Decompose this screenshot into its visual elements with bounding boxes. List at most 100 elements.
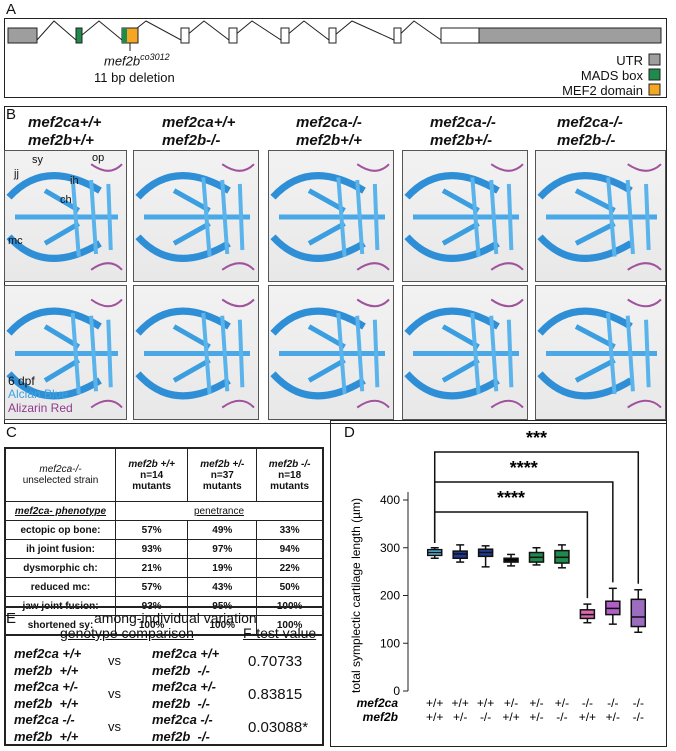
skeletal-prep-image xyxy=(133,150,259,282)
skeletal-prep-image xyxy=(133,285,259,420)
label-jj: jj xyxy=(14,168,19,180)
comparison-genotype-a: mef2ca -/- mef2b +/+ xyxy=(14,711,78,745)
y-tick-label: 100 xyxy=(380,636,400,650)
genotype-line: mef2ca -/- xyxy=(152,712,213,727)
cartilage-illustration xyxy=(6,163,123,271)
genotype-comparison-header: genotype comparison xyxy=(60,625,194,641)
genotype-line: mef2b -/- xyxy=(152,663,210,678)
genotype-col-2: mef2ca+/+ mef2b-/- xyxy=(162,114,236,149)
penetrance-table-frame: mef2ca-/- unselected strain mef2b +/+ n=1… xyxy=(4,447,324,636)
genotype-line: mef2b +/+ xyxy=(14,696,79,711)
genotype-line: mef2ca +/- xyxy=(14,679,78,694)
header-col-3: mef2b -/- n=18 mutants xyxy=(256,447,324,502)
legend-utr-text: UTR xyxy=(616,53,643,68)
symplectic-length-chart: 0 100 200 300 400 total symplectic cartilage … xyxy=(349,428,647,724)
panel-e-label: E xyxy=(6,610,17,627)
mads-box-exon xyxy=(75,27,83,44)
panel-d-frame xyxy=(330,420,667,747)
intron-lines xyxy=(36,20,442,41)
ftest-value: 0.70733 xyxy=(248,653,303,670)
x-genotype-mef2ca: +/+ xyxy=(426,696,443,710)
table-corner: mef2ca-/- unselected strain xyxy=(4,447,116,502)
genotype-line: mef2ca +/+ xyxy=(152,646,220,661)
utr-exon-right xyxy=(478,27,662,44)
exon-4 xyxy=(180,27,190,44)
y-tick-label: 0 xyxy=(393,684,400,698)
phenotype-label: mef2ca- phenotype xyxy=(4,501,116,521)
legend-utr-swatch xyxy=(648,53,661,66)
panel-d-label: D xyxy=(344,424,355,441)
row-label-mef2ca: mef2ca xyxy=(357,696,399,710)
genotype-line: mef2b -/- xyxy=(152,696,210,711)
box xyxy=(503,557,519,563)
panel-a-label: A xyxy=(6,1,17,18)
comparison-genotype-b: mef2ca -/- mef2b -/- xyxy=(152,711,213,745)
genotype-line: mef2ca +/- xyxy=(152,679,216,694)
table-row: ih joint fusion: 93% 97% 94% xyxy=(4,539,324,559)
coding-exon-last xyxy=(440,27,480,44)
y-tick-label: 200 xyxy=(380,589,400,603)
gene-diagram xyxy=(7,20,662,96)
skeletal-prep-image xyxy=(402,150,528,282)
cartilage-illustration xyxy=(270,163,390,271)
x-genotype-mef2b: +/+ xyxy=(426,710,443,724)
cartilage-illustration xyxy=(270,298,390,409)
skeletal-prep-image xyxy=(4,150,127,282)
label-ih: ih xyxy=(70,175,79,187)
significance-stars: **** xyxy=(510,458,538,478)
genotype-col-5: mef2ca-/- mef2b-/- xyxy=(557,114,623,149)
significance-stars: **** xyxy=(497,488,525,508)
x-genotype-mef2ca: +/+ xyxy=(451,696,468,710)
vs-label: vs xyxy=(108,653,121,668)
x-genotype-mef2b: -/- xyxy=(480,710,491,724)
table-row: dysmorphic ch: 21% 19% 22% xyxy=(4,558,324,578)
cartilage-illustration xyxy=(404,298,524,409)
cartilage-illustration xyxy=(404,163,524,271)
genotype-line: mef2b -/- xyxy=(152,729,210,744)
table-row: ectopic op bone: 57% 49% 33% xyxy=(4,520,324,540)
genotype-col-4: mef2ca-/- mef2b+/- xyxy=(430,114,496,149)
panel-b-label: B xyxy=(6,106,17,123)
ftest-header: F-test value xyxy=(243,625,317,641)
genotype-line: mef2ca +/+ xyxy=(14,646,82,661)
y-tick-label: 400 xyxy=(380,493,400,507)
legend-mads-swatch xyxy=(648,68,661,81)
x-genotype-mef2ca: +/- xyxy=(529,696,543,710)
ftest-value: 0.83815 xyxy=(248,686,303,703)
y-axis-label: total symplectic cartilage length (µm) xyxy=(349,498,363,693)
skeletal-prep-image xyxy=(535,285,666,420)
x-genotype-mef2b: +/+ xyxy=(502,710,519,724)
cartilage-illustration xyxy=(135,298,255,409)
comparison-genotype-a: mef2ca +/+ mef2b +/+ xyxy=(14,645,81,679)
x-genotype-mef2b: -/- xyxy=(633,710,644,724)
x-genotype-mef2ca: -/- xyxy=(633,696,644,710)
significance-stars: *** xyxy=(526,428,547,448)
mutation-description: 11 bp deletion xyxy=(94,70,175,85)
cartilage-illustration xyxy=(537,298,662,409)
exon-8 xyxy=(393,27,402,44)
exon-mef2-mads xyxy=(122,28,127,43)
exon-6 xyxy=(280,27,290,44)
genotype-line: mef2b +/+ xyxy=(14,729,79,744)
row-label-mef2b: mef2b xyxy=(363,710,398,724)
x-genotype-mef2ca: +/- xyxy=(555,696,569,710)
legend-mads-text: MADS box xyxy=(580,68,643,83)
skeletal-prep-image xyxy=(268,285,394,420)
mutation-label: mef2bco3012 xyxy=(104,52,170,69)
x-genotype-mef2ca: +/- xyxy=(504,696,518,710)
genotype-col-3: mef2ca-/- mef2b+/+ xyxy=(296,114,362,149)
panel-e-frame xyxy=(4,606,324,746)
exon-5 xyxy=(228,27,238,44)
y-tick-label: 300 xyxy=(380,541,400,555)
x-genotype-mef2ca: +/+ xyxy=(477,696,494,710)
vs-label: vs xyxy=(108,719,121,734)
penetrance-label: penetrance xyxy=(115,501,324,521)
significance-bracket xyxy=(433,511,589,599)
x-genotype-mef2b: +/- xyxy=(606,710,620,724)
cartilage-illustration xyxy=(537,163,662,271)
x-genotype-mef2b: +/- xyxy=(529,710,543,724)
skeletal-prep-image xyxy=(4,285,127,420)
variation-title: among-individual variation xyxy=(94,610,257,626)
exon-7 xyxy=(328,27,337,44)
stain-alizarin-label: Alizarin Red xyxy=(8,401,73,415)
